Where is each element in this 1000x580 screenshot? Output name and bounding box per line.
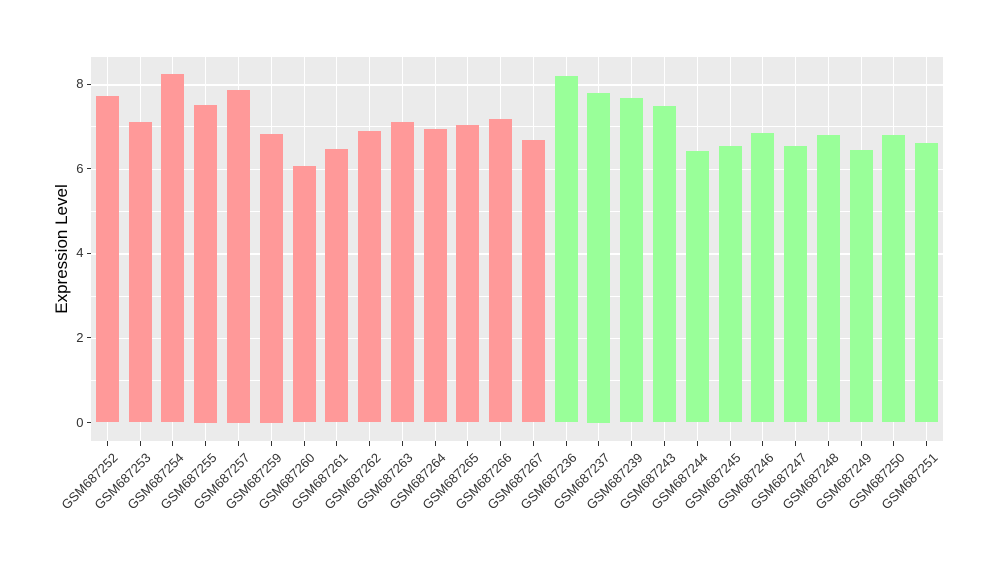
bar-GSM687249 (849, 149, 873, 423)
x-tick-mark (762, 441, 764, 446)
major-gridline-horizontal (91, 253, 943, 255)
x-tick-mark (500, 441, 502, 446)
x-tick-mark (565, 441, 567, 446)
x-tick-mark (369, 441, 370, 446)
minor-gridline-horizontal (91, 126, 943, 128)
x-tick-mark (926, 441, 928, 446)
x-tick-mark (467, 441, 469, 446)
x-tick-mark (795, 441, 796, 446)
x-tick-mark (434, 441, 436, 446)
x-tick-mark (303, 441, 305, 446)
bar-GSM687253 (128, 121, 152, 423)
y-tick-label-8: 8 (76, 76, 84, 92)
x-tick-mark (696, 441, 698, 446)
major-gridline-horizontal (91, 168, 943, 171)
bar-GSM687260 (292, 166, 316, 423)
minor-gridline-horizontal (91, 380, 943, 382)
bar-GSM687254 (161, 74, 185, 423)
x-tick-mark (172, 441, 174, 446)
x-tick-mark (860, 441, 862, 446)
bar-GSM687247 (784, 146, 807, 423)
minor-gridline-horizontal (91, 211, 943, 212)
bar-GSM687266 (489, 118, 513, 423)
x-tick-mark (598, 441, 600, 446)
major-gridline-horizontal (91, 337, 943, 340)
bar-GSM687265 (456, 125, 480, 423)
x-tick-mark (631, 441, 633, 446)
plot-panel (91, 57, 943, 441)
x-tick-mark (532, 441, 534, 446)
bar-GSM687246 (751, 132, 775, 423)
x-tick-mark (106, 441, 108, 446)
bar-GSM687252 (95, 96, 119, 423)
bar-GSM687237 (587, 93, 611, 423)
bar-GSM687257 (227, 90, 250, 423)
minor-gridline-horizontal (91, 295, 943, 297)
major-gridline-horizontal (91, 84, 943, 86)
y-tick-mark (86, 83, 91, 85)
bar-GSM687251 (915, 142, 939, 423)
bar-GSM687264 (423, 129, 447, 423)
x-tick-mark (270, 441, 272, 446)
y-tick-mark (86, 337, 91, 339)
x-tick-mark (336, 441, 338, 446)
bar-GSM687263 (390, 122, 414, 423)
x-tick-mark (893, 441, 895, 446)
bar-GSM687262 (358, 131, 381, 423)
x-tick-mark (729, 441, 731, 446)
y-tick-label-4: 4 (76, 245, 84, 261)
bar-GSM687267 (521, 140, 545, 423)
y-tick-label-0: 0 (76, 414, 84, 430)
bar-GSM687250 (882, 135, 906, 423)
x-tick-mark (827, 441, 829, 446)
x-tick-mark (205, 441, 207, 446)
x-tick-mark (401, 441, 403, 446)
x-tick-mark (139, 441, 141, 446)
y-tick-mark (86, 422, 91, 423)
bar-GSM687255 (194, 105, 218, 423)
y-tick-mark (86, 252, 91, 254)
x-tick-mark (238, 441, 239, 446)
bar-GSM687243 (653, 106, 676, 423)
bar-GSM687261 (325, 148, 349, 423)
y-tick-label-6: 6 (76, 160, 84, 176)
y-tick-mark (86, 168, 91, 170)
bar-GSM687245 (718, 146, 742, 423)
bar-GSM687244 (685, 151, 709, 423)
bar-GSM687248 (816, 135, 840, 423)
bar-GSM687259 (259, 134, 283, 423)
bar-GSM687236 (554, 76, 578, 423)
y-tick-label-2: 2 (76, 329, 84, 345)
x-tick-mark (664, 441, 665, 446)
bar-GSM687239 (620, 97, 644, 423)
